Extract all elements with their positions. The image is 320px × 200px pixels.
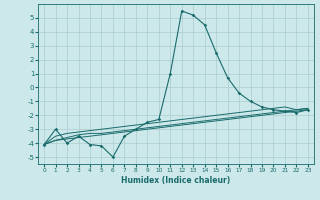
- X-axis label: Humidex (Indice chaleur): Humidex (Indice chaleur): [121, 176, 231, 185]
